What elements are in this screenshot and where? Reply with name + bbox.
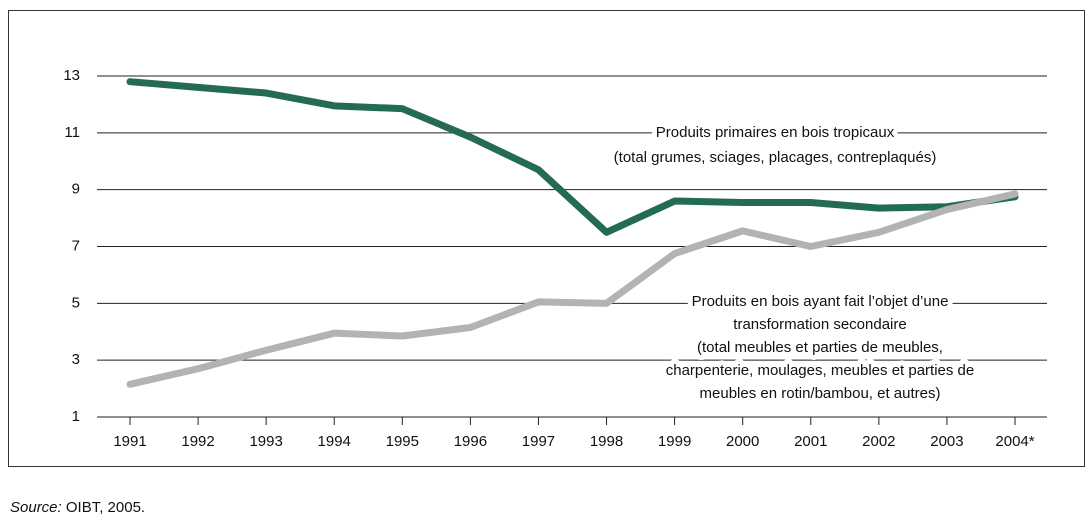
x-tick-label: 1994 (318, 433, 351, 450)
x-tick-label: 1996 (454, 433, 487, 450)
line-series (126, 190, 1019, 388)
x-tick-label: 2000 (726, 433, 759, 450)
x-tick-label: 2001 (794, 433, 827, 450)
y-tick-label: 5 (72, 294, 80, 311)
x-tick-label: 1997 (522, 433, 555, 450)
x-tick-label: 2003 (930, 433, 963, 450)
y-tick-label: 13 (63, 67, 80, 84)
y-tick-label: 7 (72, 237, 80, 254)
y-tick-label: 11 (64, 124, 80, 141)
annotation: (total meubles et parties de meubles, (697, 339, 943, 356)
annotation: transformation secondaire (733, 316, 906, 333)
source-label: Source: (10, 499, 62, 516)
line-series (126, 78, 1019, 236)
x-tick-label: 1991 (113, 433, 146, 450)
x-tick-label: 1992 (181, 433, 214, 450)
y-tick-label: 1 (72, 408, 80, 425)
annotation: meubles en rotin/bambou, et autres) (700, 385, 941, 402)
y-tick-label: 9 (72, 181, 80, 198)
annotation: Produits en bois ayant fait l’objet d’un… (692, 293, 949, 310)
x-tick-label: 1998 (590, 433, 623, 450)
source-text: OIBT, 2005. (62, 499, 145, 516)
frame (8, 10, 1085, 467)
source: Source: OIBT, 2005. (10, 499, 145, 516)
x-tick-label: 1995 (386, 433, 419, 450)
x-tick-label: 2002 (862, 433, 895, 450)
annotation: charpenterie, moulages, meubles et parti… (666, 362, 975, 379)
annotation: (total grumes, sciages, placages, contre… (614, 149, 937, 166)
x-tick-label: 1993 (249, 433, 282, 450)
x-tick-label: 1999 (658, 433, 691, 450)
y-tick-label: 3 (72, 351, 80, 368)
x-tick-label: 2004* (995, 433, 1034, 450)
annotation: Produits primaires en bois tropicaux (656, 124, 895, 141)
